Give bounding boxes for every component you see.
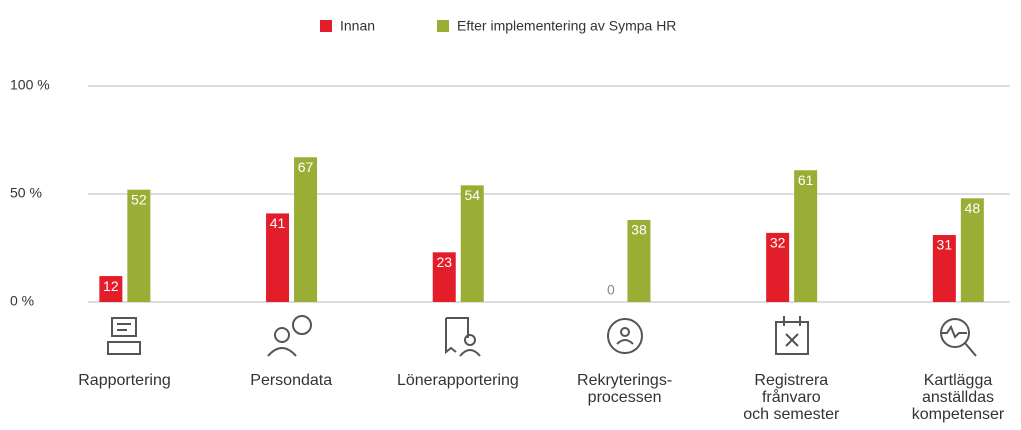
icon-skills [940, 318, 977, 357]
x-tick-label: Rapportering [78, 372, 171, 389]
bar [960, 198, 984, 302]
data-label: 61 [798, 172, 814, 188]
bar [99, 276, 123, 302]
data-label: 48 [965, 200, 981, 216]
data-label: 32 [770, 235, 786, 251]
bar [266, 213, 290, 302]
icon-payroll [445, 317, 481, 357]
bar [932, 235, 956, 302]
bar [627, 219, 651, 302]
data-label: 41 [270, 215, 286, 231]
legend-label: Innan [340, 18, 375, 34]
x-tick-label: Rekryterings- processen [577, 372, 673, 406]
bar [460, 185, 484, 302]
icons [107, 315, 977, 357]
bar [766, 232, 790, 302]
legend-label: Efter implementering av Sympa HR [457, 18, 676, 34]
y-tick-label: 50 % [10, 185, 42, 201]
data-label: 38 [631, 222, 647, 238]
data-label: 0 [607, 282, 615, 298]
icon-calendar [775, 316, 809, 355]
x-tick-label: Lönerapportering [396, 372, 519, 389]
y-tick-label: 100 % [10, 77, 50, 93]
legend-swatch [320, 20, 332, 32]
x-tick-label: Kartlägga anställdas kompetenser [911, 372, 1005, 423]
data-label: 31 [937, 237, 953, 253]
icon-recruit [607, 318, 643, 354]
data-label: 52 [131, 191, 147, 207]
bar [294, 157, 318, 302]
bar [432, 252, 456, 302]
x-tick-label: Registrera frånvaro och semester [743, 372, 840, 423]
data-label: 54 [464, 187, 480, 203]
legend-swatch [437, 20, 449, 32]
data-label: 67 [298, 159, 314, 175]
data-label: 12 [103, 278, 119, 294]
icon-report [107, 317, 141, 355]
bar [127, 189, 151, 302]
bar [794, 170, 818, 302]
data-label: 23 [436, 254, 452, 270]
icon-person [267, 315, 312, 357]
y-tick-label: 0 % [10, 293, 34, 309]
x-tick-label: Persondata [250, 372, 333, 389]
